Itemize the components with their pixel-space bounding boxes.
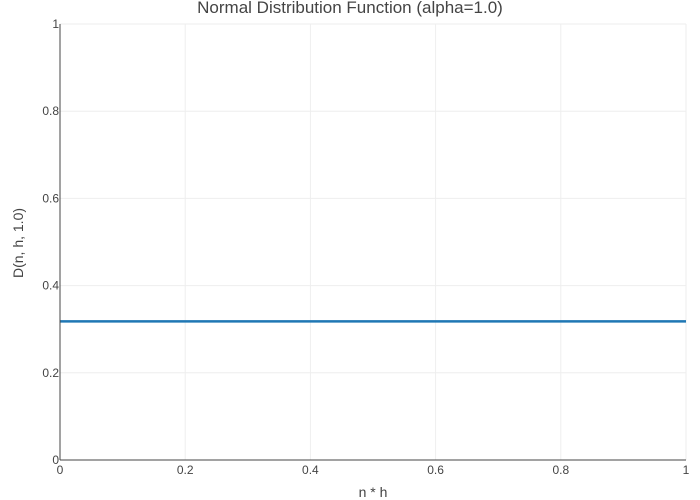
x-tick-label: 0.2	[177, 463, 194, 477]
y-tick-label: 0.2	[42, 366, 59, 380]
axes	[59, 24, 686, 461]
chart-title: Normal Distribution Function (alpha=1.0)	[197, 0, 503, 17]
x-tick-label: 0.4	[302, 463, 319, 477]
grid	[60, 23, 687, 460]
x-tick-label: 0.6	[427, 463, 444, 477]
y-tick-label: 0.6	[42, 191, 59, 205]
x-tick-label: 0	[57, 463, 64, 477]
tick-labels: 0 0.2 0.4 0.6 0.8 1 0 0.2 0.4 0.6 0.8 1	[42, 17, 689, 477]
y-tick-label: 0	[52, 453, 59, 467]
y-tick-label: 1	[52, 17, 59, 31]
x-tick-label: 0.8	[552, 463, 569, 477]
x-axis-label: n * h	[359, 484, 388, 500]
y-axis-label: D(n, h, 1.0)	[10, 208, 26, 278]
y-tick-label: 0.8	[42, 104, 59, 118]
y-tick-label: 0.4	[42, 279, 59, 293]
x-tick-label: 1	[683, 463, 690, 477]
